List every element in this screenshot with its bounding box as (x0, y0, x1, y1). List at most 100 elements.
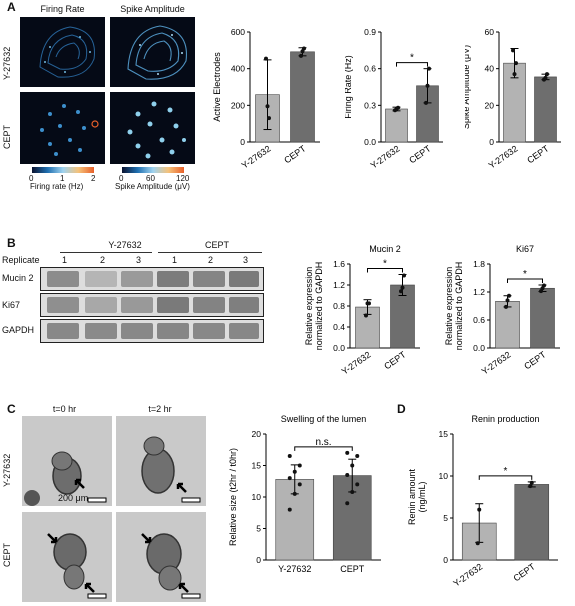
bar-spike-1 (534, 76, 557, 143)
data-point-swell-1-6 (345, 450, 350, 455)
data-point-firing-0-2 (396, 105, 400, 110)
y-axis-label-firing: Firing Rate (Hz) (345, 55, 353, 119)
data-point-swell-0-0 (287, 507, 292, 512)
y-tick-label-swell-0: 0 (256, 555, 261, 565)
y-tick-label-firing-3: 0.9 (364, 27, 376, 37)
y-tick-label-spike-2: 40 (485, 64, 495, 74)
significance-label-firing: * (410, 53, 414, 64)
blot-group-cept: CEPT (204, 240, 229, 250)
y-tick-label-renin-1: 5 (443, 513, 448, 523)
chart-active-electrodes: 0 200 400 600 Active Electrodes Y-27632 CEPT (212, 27, 320, 171)
significance-label-mucin: * (383, 259, 387, 270)
data-point-swell-0-3 (287, 476, 292, 481)
y-tick-label-ki67-1: 0.6 (473, 315, 485, 325)
x-tick-label-spike-1: CEPT (525, 143, 551, 165)
y-tick-label-swell-3: 15 (252, 461, 262, 471)
y-tick-label-mucin-2: 0.8 (333, 301, 345, 311)
blot-group-line-cept (158, 252, 262, 253)
replicate-number-4: 2 (208, 255, 214, 265)
x-tick-label-firing-0: Y-27632 (369, 143, 402, 170)
chart-swelling: Swelling of the lumen 0 5 10 15 20 Relative si… (228, 414, 381, 574)
y-tick-label-mucin-3: 1.2 (333, 280, 345, 290)
y-axis-label-swell: Relative size (t2hr / t0hr) (228, 448, 238, 546)
y-axis-label-spike: Spike Amplitude (μV) (465, 45, 471, 129)
heatmap-row-label-y27632: Y-27632 (2, 46, 12, 80)
y-tick-label-active-0: 0 (240, 137, 245, 147)
y-tick-label-firing-1: 0.3 (364, 100, 376, 110)
x-tick-label-active-1: CEPT (282, 143, 308, 165)
x-tick-label-mucin-1: CEPT (382, 349, 408, 371)
data-point-spike-0-2 (514, 61, 518, 66)
data-point-swell-0-5 (297, 463, 302, 468)
data-point-renin-1-1 (529, 480, 534, 485)
data-point-swell-0-1 (292, 491, 297, 496)
chart-title-renin: Renin production (471, 414, 539, 424)
data-point-renin-0-0 (475, 541, 480, 546)
chart-renin: Renin production 0 5 10 15 Renin amount(ng/mL… (407, 414, 558, 589)
y-tick-label-ki67-2: 1.2 (473, 287, 485, 297)
y-tick-label-renin-0: 0 (443, 555, 448, 565)
replicate-number-1: 2 (100, 255, 106, 265)
y-tick-label-mucin-1: 0.4 (333, 322, 345, 332)
data-point-spike-1-2 (545, 72, 549, 77)
y-tick-label-renin-2: 10 (439, 471, 449, 481)
y-axis-label-ki67: Relative expressionnormalized to GAPDH (444, 262, 464, 351)
micrograph-y27632-t0 (22, 416, 112, 506)
significance-label-renin: * (504, 466, 508, 477)
heatmap-amplitude-y27632 (110, 17, 195, 87)
colorbar-firing-rate (32, 167, 94, 173)
data-point-swell-0-6 (287, 454, 292, 459)
replicate-number-2: 3 (136, 255, 142, 265)
replicate-number-3: 1 (172, 255, 178, 265)
y-tick-label-ki67-0: 0.0 (473, 343, 485, 353)
heatmap-row-label-cept: CEPT (2, 125, 12, 150)
significance-label-swell: n.s. (315, 437, 331, 448)
y-tick-label-mucin-0: 0.0 (333, 343, 345, 353)
data-point-mucin-0-2 (367, 301, 371, 306)
data-point-ki67-0-2 (507, 293, 511, 298)
data-point-active-1-2 (302, 46, 306, 51)
bar-ki67-1 (530, 287, 555, 349)
data-point-firing-1-1 (425, 83, 430, 88)
data-point-active-0-2 (267, 116, 271, 121)
x-tick-label-ki67-1: CEPT (522, 349, 548, 371)
chart-title-swell: Swelling of the lumen (281, 414, 367, 424)
data-point-ki67-0-1 (505, 298, 510, 303)
colorbar-amplitude-label: Spike Amplitude (μV) (115, 182, 190, 191)
x-tick-label-swell-0: Y-27632 (278, 564, 311, 574)
significance-bracket-firing (396, 62, 428, 67)
x-tick-label-spike-0: Y-27632 (487, 143, 520, 170)
data-point-swell-0-2 (297, 482, 302, 487)
data-point-active-1-0 (299, 53, 303, 58)
chart-title-mucin: Mucin 2 (369, 244, 401, 254)
bar-firing-0 (385, 108, 408, 143)
heatmap-amplitude-cept (110, 92, 195, 164)
blot-label-ki67: Ki67 (2, 300, 21, 310)
significance-bracket-mucin (367, 268, 403, 273)
y-axis-label-renin: Renin amount(ng/mL) (407, 468, 427, 525)
y-tick-label-firing-2: 0.6 (364, 64, 376, 74)
x-tick-label-renin-1: CEPT (511, 561, 537, 583)
x-tick-label-swell-1: CEPT (340, 564, 365, 574)
data-point-firing-1-0 (424, 100, 428, 105)
micrograph-cept-t0 (22, 512, 112, 602)
x-tick-label-active-0: Y-27632 (240, 143, 273, 170)
data-point-swell-1-3 (345, 472, 350, 477)
y-tick-label-renin-3: 15 (439, 429, 449, 439)
bar-renin-1 (514, 484, 550, 561)
x-tick-label-mucin-0: Y-27632 (340, 349, 373, 376)
data-point-mucin-1-0 (399, 289, 403, 294)
blot-group-y27632: Y-27632 (108, 240, 142, 250)
micro-row-label-cept: CEPT (2, 543, 12, 568)
colorbar-amplitude-tick-0: 0 (119, 174, 124, 183)
data-point-spike-0-0 (511, 48, 515, 53)
chart-title-ki67: Ki67 (516, 244, 534, 254)
heatmap-firing-y27632 (20, 17, 105, 87)
y-tick-label-swell-1: 5 (256, 524, 261, 534)
bar-ki67-0 (495, 301, 520, 349)
significance-label-ki67: * (523, 269, 527, 280)
colorbar-firing-tick-2: 2 (91, 174, 96, 183)
panel-label-c: C (7, 402, 16, 416)
blot-group-line-y27632 (60, 252, 152, 253)
panel-label-d: D (397, 402, 406, 416)
